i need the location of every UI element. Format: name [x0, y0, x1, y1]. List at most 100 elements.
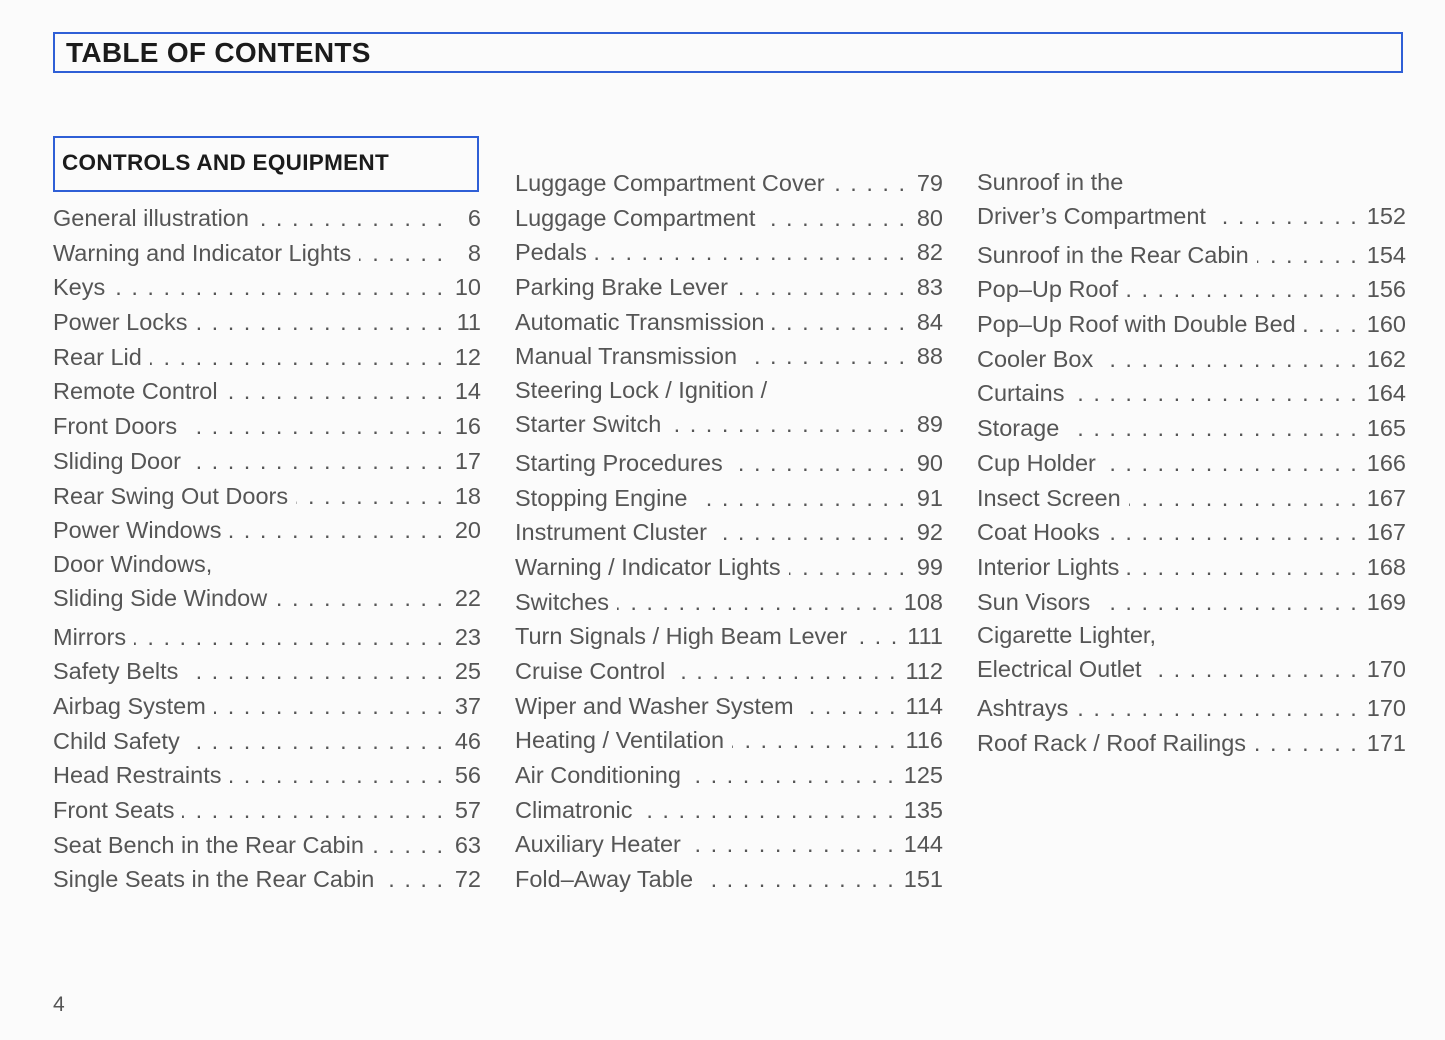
- toc-entry-line: Sliding Side Window 22: [53, 581, 481, 616]
- toc-entry[interactable]: Starting Procedures 90: [515, 446, 943, 481]
- toc-entry[interactable]: Curtains 164: [977, 376, 1406, 411]
- toc-entry[interactable]: Rear Lid 12: [53, 340, 481, 375]
- toc-entry-line: Power Windows 20: [53, 513, 481, 548]
- toc-entry[interactable]: Rear Swing Out Doors 18: [53, 479, 481, 514]
- toc-entry-title: Ashtrays: [977, 694, 1069, 721]
- toc-entry-title: Wiper and Washer System: [515, 692, 794, 719]
- toc-entry-line: Luggage Compartment Cover 79: [515, 166, 943, 201]
- toc-entry-page: 162: [1366, 345, 1406, 372]
- toc-entry[interactable]: Cup Holder 166: [977, 446, 1406, 481]
- toc-entry[interactable]: Ashtrays 170: [977, 691, 1406, 726]
- page-title-box: TABLE OF CONTENTS: [53, 32, 1403, 73]
- toc-entry[interactable]: Fold–Away Table 151: [515, 862, 943, 897]
- toc-entry-line: Head Restraints 56: [53, 758, 481, 793]
- toc-entry[interactable]: Warning / Indicator Lights 99: [515, 550, 943, 585]
- toc-entry[interactable]: Safety Belts 25: [53, 654, 481, 689]
- toc-entry[interactable]: General illustration 6: [53, 201, 481, 236]
- dot-leader: [595, 235, 905, 270]
- toc-entry-page: 170: [1366, 656, 1406, 683]
- toc-entry[interactable]: Seat Bench in the Rear Cabin 63: [53, 828, 481, 863]
- toc-entry-line: Manual Transmission 88: [515, 339, 943, 374]
- toc-entry[interactable]: Wiper and Washer System 114: [515, 689, 943, 724]
- toc-entry[interactable]: Air Conditioning 125: [515, 758, 943, 793]
- toc-entry[interactable]: Warning and Indicator Lights 8: [53, 236, 481, 271]
- toc-entry[interactable]: Insect Screen 167: [977, 481, 1406, 516]
- toc-entry[interactable]: Sunroof in the Driver’s Compartment 152: [977, 166, 1406, 238]
- toc-entry[interactable]: Airbag System 37: [53, 689, 481, 724]
- toc-entry[interactable]: Manual Transmission 88: [515, 339, 943, 374]
- toc-entry-title: Cup Holder: [977, 449, 1096, 476]
- section-heading: CONTROLS AND EQUIPMENT: [62, 150, 390, 175]
- toc-entry[interactable]: Cruise Control 112: [515, 654, 943, 689]
- toc-entry-line: Parking Brake Lever 83: [515, 270, 943, 305]
- dot-leader: [226, 374, 443, 409]
- toc-entry-title: Instrument Cluster: [515, 519, 707, 546]
- toc-entry[interactable]: Luggage Compartment Cover 79: [515, 166, 943, 201]
- dot-leader: [359, 236, 443, 271]
- toc-entry[interactable]: Automatic Transmission 84: [515, 305, 943, 340]
- toc-entry-page: 16: [454, 413, 481, 440]
- toc-entry-line: Warning and Indicator Lights 8: [53, 236, 481, 271]
- toc-entry[interactable]: Sun Visors 169: [977, 585, 1406, 620]
- toc-entry-line: Instrument Cluster 92: [515, 515, 943, 550]
- toc-entry[interactable]: Steering Lock / Ignition / Starter Switch…: [515, 374, 943, 446]
- toc-entry-page: 151: [903, 866, 943, 893]
- toc-entry-page: 8: [467, 239, 481, 266]
- toc-entry-title: Luggage Compartment: [515, 204, 756, 231]
- dot-leader: [1257, 238, 1357, 273]
- toc-entry[interactable]: Heating / Ventilation 116: [515, 723, 943, 758]
- toc-entry-title: Manual Transmission: [515, 343, 738, 370]
- toc-entry[interactable]: Front Seats 57: [53, 793, 481, 828]
- toc-entry[interactable]: Turn Signals / High Beam Lever 111: [515, 619, 943, 654]
- toc-entry[interactable]: Remote Control 14: [53, 374, 481, 409]
- dot-leader: [673, 654, 895, 689]
- toc-entry[interactable]: Parking Brake Lever 83: [515, 270, 943, 305]
- toc-entry[interactable]: Roof Rack / Roof Railings 171: [977, 726, 1406, 761]
- toc-entry[interactable]: Stopping Engine 91: [515, 481, 943, 516]
- toc-entry[interactable]: Sliding Door 17: [53, 444, 481, 479]
- toc-entry[interactable]: Door Windows, Sliding Side Window 22: [53, 548, 481, 620]
- toc-entry[interactable]: Keys 10: [53, 270, 481, 305]
- toc-column-1: General illustration 6 Warning and Indicat…: [53, 201, 481, 897]
- toc-entry-line: Starting Procedures 90: [515, 446, 943, 481]
- toc-entry[interactable]: Interior Lights 168: [977, 550, 1406, 585]
- toc-entry-line: Safety Belts 25: [53, 654, 481, 689]
- toc-entry[interactable]: Pop–Up Roof 156: [977, 272, 1406, 307]
- toc-entry-line: Coat Hooks 167: [977, 515, 1406, 550]
- toc-entry-page: 116: [905, 727, 943, 754]
- toc-entry[interactable]: Pop–Up Roof with Double Bed 160: [977, 307, 1406, 342]
- toc-entry-title: Front Doors: [53, 413, 178, 440]
- toc-entry[interactable]: Power Locks 11: [53, 305, 481, 340]
- toc-entry[interactable]: Mirrors 23: [53, 620, 481, 655]
- toc-entry[interactable]: Cigarette Lighter, Electrical Outlet 170: [977, 619, 1406, 691]
- toc-entry-page: 99: [916, 553, 943, 580]
- toc-entry[interactable]: Cooler Box 162: [977, 342, 1406, 377]
- toc-entry[interactable]: Front Doors 16: [53, 409, 481, 444]
- dot-leader: [1127, 550, 1356, 585]
- toc-entry[interactable]: Storage 165: [977, 411, 1406, 446]
- toc-entry-page: 84: [916, 308, 943, 335]
- toc-entry[interactable]: Luggage Compartment 80: [515, 201, 943, 236]
- toc-entry-line: Child Safety 46: [53, 724, 481, 759]
- toc-entry[interactable]: Power Windows 20: [53, 513, 481, 548]
- toc-entry-line: Cup Holder 166: [977, 446, 1406, 481]
- dot-leader: [1150, 652, 1357, 687]
- toc-entry[interactable]: Child Safety 46: [53, 724, 481, 759]
- toc-entry[interactable]: Head Restraints 56: [53, 758, 481, 793]
- dot-leader: [1104, 446, 1357, 481]
- toc-entry-page: 22: [454, 584, 481, 611]
- toc-entry-title: Interior Lights: [977, 553, 1120, 580]
- toc-entry[interactable]: Coat Hooks 167: [977, 515, 1406, 550]
- toc-entry[interactable]: Switches 108: [515, 585, 943, 620]
- toc-entry[interactable]: Pedals 82: [515, 235, 943, 270]
- toc-entry-page: 89: [916, 411, 943, 438]
- toc-entry-page: 108: [903, 588, 943, 615]
- toc-entry-title: Roof Rack / Roof Railings: [977, 729, 1247, 756]
- toc-entry[interactable]: Instrument Cluster 92: [515, 515, 943, 550]
- toc-entry[interactable]: Sunroof in the Rear Cabin 154: [977, 238, 1406, 273]
- toc-entry[interactable]: Climatronic 135: [515, 793, 943, 828]
- toc-entry[interactable]: Auxiliary Heater 144: [515, 827, 943, 862]
- toc-entry-line: Cigarette Lighter,: [977, 619, 1406, 652]
- toc-entry-title: Luggage Compartment Cover: [515, 170, 825, 196]
- toc-entry[interactable]: Single Seats in the Rear Cabin 72: [53, 862, 481, 897]
